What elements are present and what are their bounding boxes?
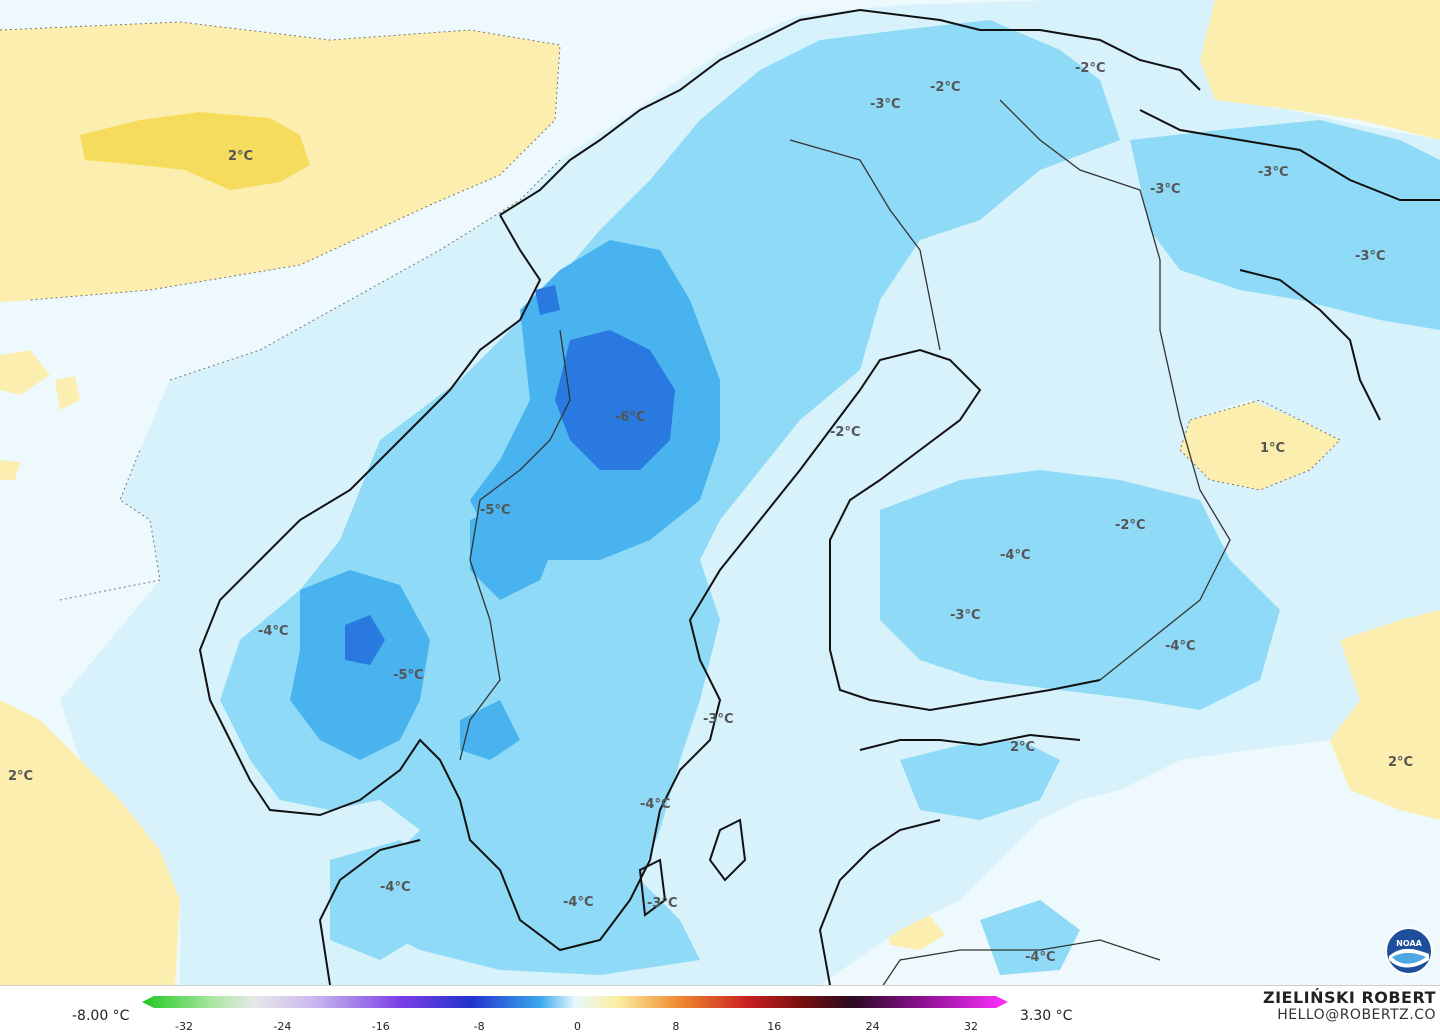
noaa-logo-text: NOAA: [1396, 939, 1422, 948]
author-block: ZIELIŃSKI ROBERT HELLO@ROBERTZ.CO: [1263, 988, 1436, 1023]
temp-label: -5°C: [480, 503, 510, 518]
temp-label: 2°C: [1388, 755, 1413, 770]
colorbar-tick-label: -8: [474, 1020, 485, 1033]
temp-label: -3°C: [647, 896, 677, 911]
warm-core: [80, 112, 310, 190]
temp-label: 2°C: [8, 769, 33, 784]
temp-label: -3°C: [1355, 249, 1385, 264]
temp-label: -3°C: [950, 608, 980, 623]
temp-label: 2°C: [1010, 740, 1035, 755]
temp-label: -4°C: [640, 797, 670, 812]
colorbar-ticks: -32 -24 -16 -8 0 8 16 24 32: [175, 1020, 978, 1033]
colorbar-tick-label: -16: [372, 1020, 390, 1033]
colorbar-tick-label: -24: [273, 1020, 291, 1033]
temp-label: -4°C: [258, 624, 288, 639]
author-email: HELLO@ROBERTZ.CO: [1277, 1007, 1436, 1023]
temperature-labels: 2°C -3°C -2°C -2°C -3°C -3°C -3°C -6°C -…: [8, 61, 1413, 965]
temp-label: -3°C: [870, 97, 900, 112]
colorbar-tick-label: -32: [175, 1020, 193, 1033]
temp-label: -2°C: [930, 80, 960, 95]
borders: [459, 99, 1231, 985]
temp-label: -3°C: [1258, 165, 1288, 180]
colorbar-tick-label: 32: [964, 1020, 978, 1033]
color-legend: -8.00 °C -32 -24 -16 -8 0 8 16 24 32: [0, 985, 1440, 1036]
temp-label: -6°C: [615, 410, 645, 425]
colorbar-tick-label: 8: [672, 1020, 679, 1033]
legend-min-label: -8.00 °C: [72, 1008, 130, 1024]
author-name: ZIELIŃSKI ROBERT: [1262, 988, 1436, 1007]
legend-max-label: 3.30 °C: [1020, 1008, 1073, 1024]
temperature-map: 2°C -3°C -2°C -2°C -3°C -3°C -3°C -6°C -…: [0, 0, 1440, 985]
temp-label: -4°C: [1165, 639, 1195, 654]
temp-label: -5°C: [393, 668, 423, 683]
temp-label: -4°C: [1000, 548, 1030, 563]
temp-label: -4°C: [563, 895, 593, 910]
temp-label: -2°C: [1075, 61, 1105, 76]
temp-label: -4°C: [1025, 950, 1055, 965]
temp-label: -3°C: [703, 712, 733, 727]
temp-label: -2°C: [1115, 518, 1145, 533]
cold-deep-areas: [345, 285, 675, 665]
temp-label: -2°C: [830, 425, 860, 440]
temp-label: 2°C: [228, 149, 253, 164]
coastlines: [198, 8, 1440, 985]
colorbar-tick-label: 16: [767, 1020, 781, 1033]
temp-label: -4°C: [380, 880, 410, 895]
isolines: [0, 21, 1341, 601]
colorbar-tick-label: 0: [574, 1020, 581, 1033]
temp-label: 1°C: [1260, 441, 1285, 456]
colorbar-tick-label: 24: [866, 1020, 880, 1033]
colorbar-gradient: [142, 996, 1008, 1008]
temp-label: -3°C: [1150, 182, 1180, 197]
noaa-logo-icon: NOAA: [1385, 927, 1433, 975]
colorbar: -32 -24 -16 -8 0 8 16 24 32: [142, 996, 1008, 1033]
